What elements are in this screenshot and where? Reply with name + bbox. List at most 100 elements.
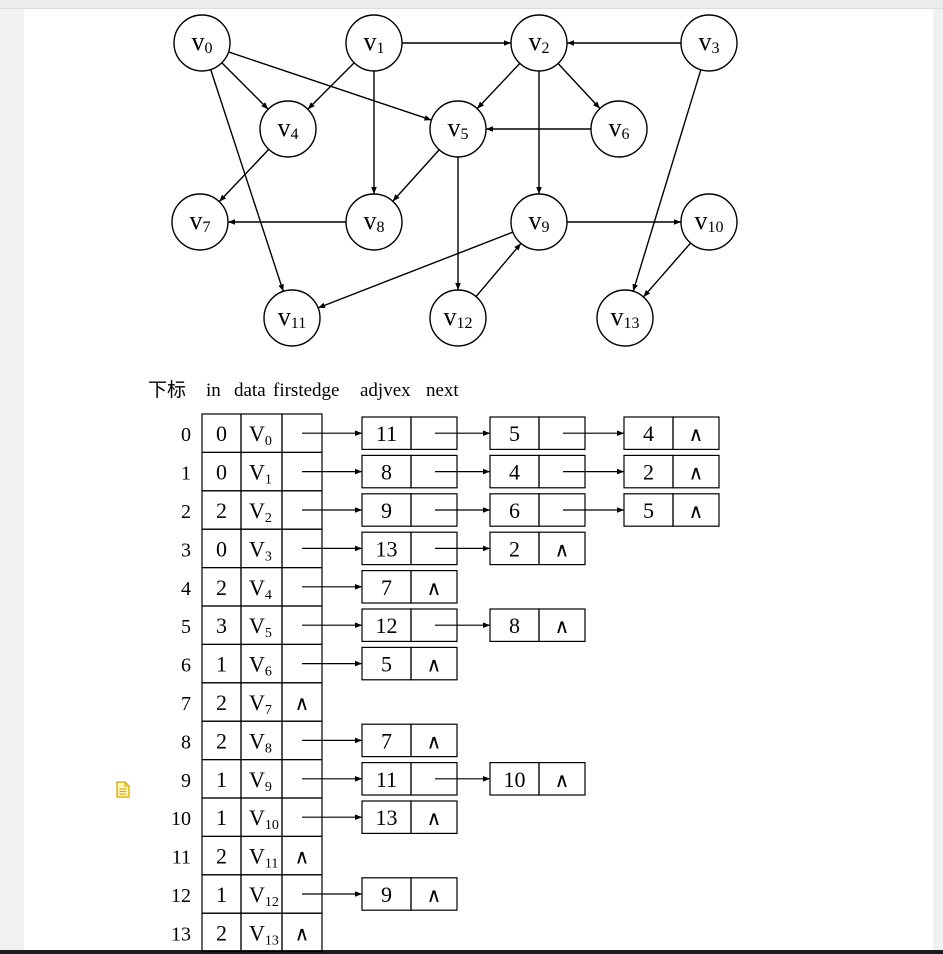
graph-nodes: v0 v1 v2 v3 v4 v5 v6 v7 v8 v9 v10 v11 v12 v13 bbox=[171, 14, 738, 347]
next-cell bbox=[410, 723, 458, 758]
row-index: 13 bbox=[171, 923, 191, 945]
adjvex-value: 5 bbox=[381, 652, 392, 677]
edge-node: 8 ∧ bbox=[489, 608, 586, 643]
node-circle bbox=[171, 193, 229, 251]
row-index: 12 bbox=[171, 885, 191, 907]
edge-node: 9 ∧ bbox=[361, 877, 458, 911]
adjvex-value: 2 bbox=[509, 536, 520, 561]
edge-node: 11 bbox=[361, 761, 490, 796]
table-row: 2 2 V2 9 6 5 ∧ bbox=[181, 490, 720, 530]
data-value: V5 bbox=[249, 613, 272, 641]
adjvex-value: 10 bbox=[504, 767, 526, 792]
node-label: v3 bbox=[699, 27, 720, 57]
table-row: 7 2 V7 ∧ bbox=[181, 682, 323, 722]
data-value: V0 bbox=[249, 421, 272, 449]
adjvex-value: 13 bbox=[376, 805, 398, 830]
bottom-bar bbox=[0, 950, 943, 954]
adjvex-value: 9 bbox=[381, 882, 392, 907]
data-value: V7 bbox=[249, 690, 272, 718]
next-null: ∧ bbox=[427, 808, 442, 830]
data-value: V3 bbox=[249, 536, 272, 564]
node-label: v10 bbox=[695, 206, 724, 236]
in-value: 1 bbox=[216, 805, 227, 830]
table-header: 下标 in data firstedge adjvex next bbox=[148, 379, 459, 401]
edge-node: 11 bbox=[361, 416, 490, 451]
node-label: v4 bbox=[278, 113, 299, 143]
edge-v0-v4 bbox=[221, 62, 269, 110]
edge-v9-v11 bbox=[317, 231, 514, 309]
edge-v5-v8 bbox=[392, 149, 440, 202]
graph-node-v12: v12 bbox=[429, 289, 487, 347]
node-label: v12 bbox=[444, 302, 473, 332]
adjvex-value: 12 bbox=[376, 613, 398, 638]
edge-node: 9 bbox=[361, 493, 490, 527]
row-index: 6 bbox=[181, 655, 191, 677]
top-strip bbox=[0, 0, 943, 9]
table-row: 5 3 V5 12 8 ∧ bbox=[181, 605, 586, 646]
node-circle bbox=[590, 100, 648, 158]
edge-v12-v9 bbox=[475, 242, 522, 298]
graph-node-v2: v2 bbox=[510, 14, 568, 72]
in-value: 2 bbox=[216, 728, 227, 753]
next-cell bbox=[410, 877, 458, 911]
next-null: ∧ bbox=[555, 539, 570, 561]
edge-v4-v7 bbox=[218, 148, 270, 203]
in-value: 0 bbox=[216, 460, 227, 485]
next-cell bbox=[672, 416, 720, 451]
in-value: 2 bbox=[216, 690, 227, 715]
edge-v0-v11 bbox=[210, 69, 284, 292]
header-next: next bbox=[426, 380, 459, 401]
node-label: v1 bbox=[364, 27, 385, 57]
row-index: 8 bbox=[181, 731, 191, 753]
node-circle bbox=[596, 289, 654, 347]
next-cell bbox=[410, 800, 458, 835]
node-label: v2 bbox=[529, 27, 550, 57]
table-row: 13 2 V13 ∧ bbox=[171, 912, 323, 953]
table-row: 4 2 V4 7 ∧ bbox=[181, 566, 458, 607]
edge-node: 5 ∧ bbox=[361, 646, 458, 681]
note-icon[interactable] bbox=[116, 781, 130, 798]
edge-v2-v6 bbox=[557, 63, 601, 109]
adjvex-value: 6 bbox=[509, 498, 520, 523]
next-cell bbox=[672, 454, 720, 489]
edge-node: 7 ∧ bbox=[361, 723, 458, 758]
graph-node-v13: v13 bbox=[596, 289, 654, 347]
graph-node-v10: v10 bbox=[680, 193, 738, 251]
next-null: ∧ bbox=[689, 501, 704, 523]
data-value: V11 bbox=[249, 844, 278, 872]
data-value: V8 bbox=[249, 728, 272, 756]
edge-node: 10 ∧ bbox=[489, 761, 586, 796]
edge-node: 12 bbox=[361, 608, 490, 643]
in-value: 0 bbox=[216, 421, 227, 446]
node-label: v7 bbox=[190, 206, 211, 236]
node-circle bbox=[173, 14, 231, 72]
graph-node-v3: v3 bbox=[680, 14, 738, 72]
graph-node-v7: v7 bbox=[171, 193, 229, 251]
adjvex-value: 7 bbox=[381, 728, 392, 753]
next-null: ∧ bbox=[555, 770, 570, 792]
header-index: 下标 bbox=[148, 379, 186, 401]
edge-node: 7 ∧ bbox=[361, 569, 458, 604]
graph-node-v9: v9 bbox=[510, 193, 568, 251]
adjvex-value: 5 bbox=[643, 498, 654, 523]
row-index: 11 bbox=[172, 847, 191, 869]
node-circle bbox=[680, 14, 738, 72]
graph-node-v0: v0 bbox=[173, 14, 231, 72]
row-index: 4 bbox=[181, 578, 191, 600]
next-null: ∧ bbox=[427, 885, 442, 907]
adjvex-value: 7 bbox=[381, 575, 392, 600]
left-margin bbox=[0, 9, 24, 950]
in-value: 3 bbox=[216, 613, 227, 638]
next-null: ∧ bbox=[427, 655, 442, 677]
in-value: 2 bbox=[216, 498, 227, 523]
edge-node: 5 ∧ bbox=[623, 493, 720, 527]
adjvex-value: 11 bbox=[376, 421, 397, 446]
row-index: 9 bbox=[181, 770, 191, 792]
data-value: V6 bbox=[249, 652, 272, 680]
edge-node: 2 ∧ bbox=[623, 454, 720, 489]
node-circle bbox=[429, 100, 487, 158]
node-circle bbox=[510, 193, 568, 251]
graph-node-v1: v1 bbox=[345, 14, 403, 72]
adjvex-value: 9 bbox=[381, 498, 392, 523]
